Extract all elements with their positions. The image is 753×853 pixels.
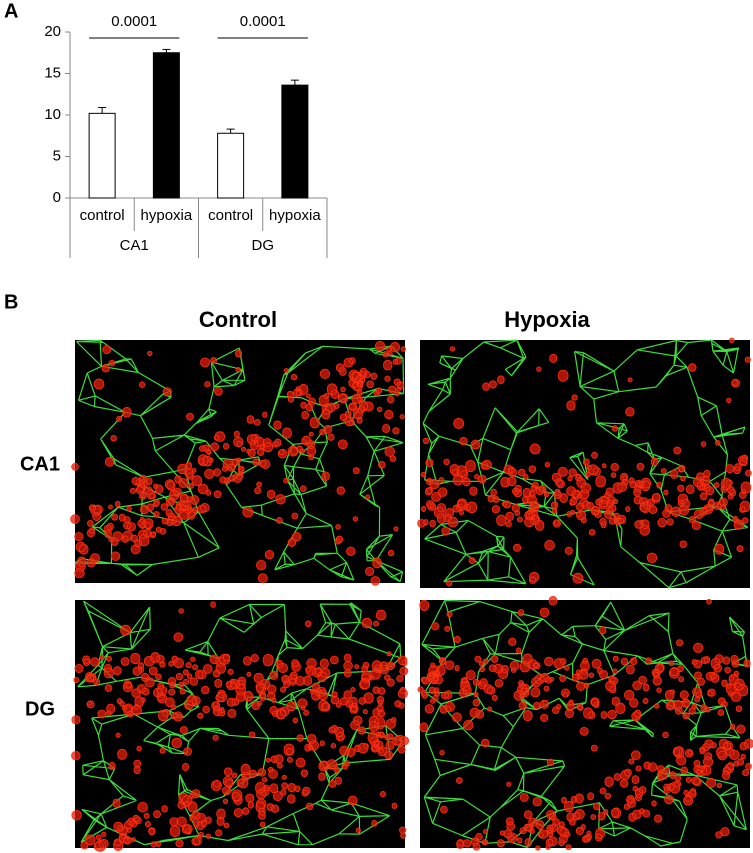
bar — [281, 84, 309, 199]
y-tick-label: 10 — [44, 106, 61, 123]
group-label: CA1 — [120, 237, 149, 254]
micrograph — [417, 595, 753, 851]
x-tick-label: hypoxia — [269, 207, 321, 224]
panel-label: A — [4, 0, 18, 22]
column-title: Control — [199, 307, 277, 332]
y-tick-label: 15 — [44, 64, 61, 81]
micrograph — [417, 337, 752, 589]
y-tick-label: 0 — [53, 189, 61, 206]
bar — [152, 52, 180, 199]
x-tick-label: control — [208, 207, 253, 224]
row-title: DG — [25, 698, 55, 720]
row-title: CA1 — [20, 453, 60, 475]
micrographs: Control Hypoxia CA1 DG — [20, 307, 753, 852]
nuclei — [70, 340, 407, 586]
x-tick-label: control — [80, 207, 125, 224]
nuclei — [71, 601, 410, 852]
micrograph — [70, 339, 407, 586]
nuclei — [417, 337, 752, 587]
nuclei — [417, 595, 753, 851]
group-label: DG — [252, 237, 275, 254]
x-tick-label: hypoxia — [141, 207, 193, 224]
bar — [88, 112, 116, 199]
micrograph-background — [75, 600, 405, 848]
bar-chart: 0 5 10 15 20 control hypoxia control hypoxia CA1 0… — [44, 13, 328, 258]
y-tick-label: 5 — [53, 147, 61, 164]
significance-label: 0.0001 — [111, 13, 157, 30]
y-tick-label: 20 — [44, 23, 61, 40]
bar — [217, 132, 245, 199]
cell-boundaries — [422, 339, 749, 589]
panel-label: B — [4, 291, 18, 313]
column-title: Hypoxia — [504, 307, 590, 332]
significance-label: 0.0001 — [240, 13, 286, 30]
micrograph — [71, 600, 410, 852]
